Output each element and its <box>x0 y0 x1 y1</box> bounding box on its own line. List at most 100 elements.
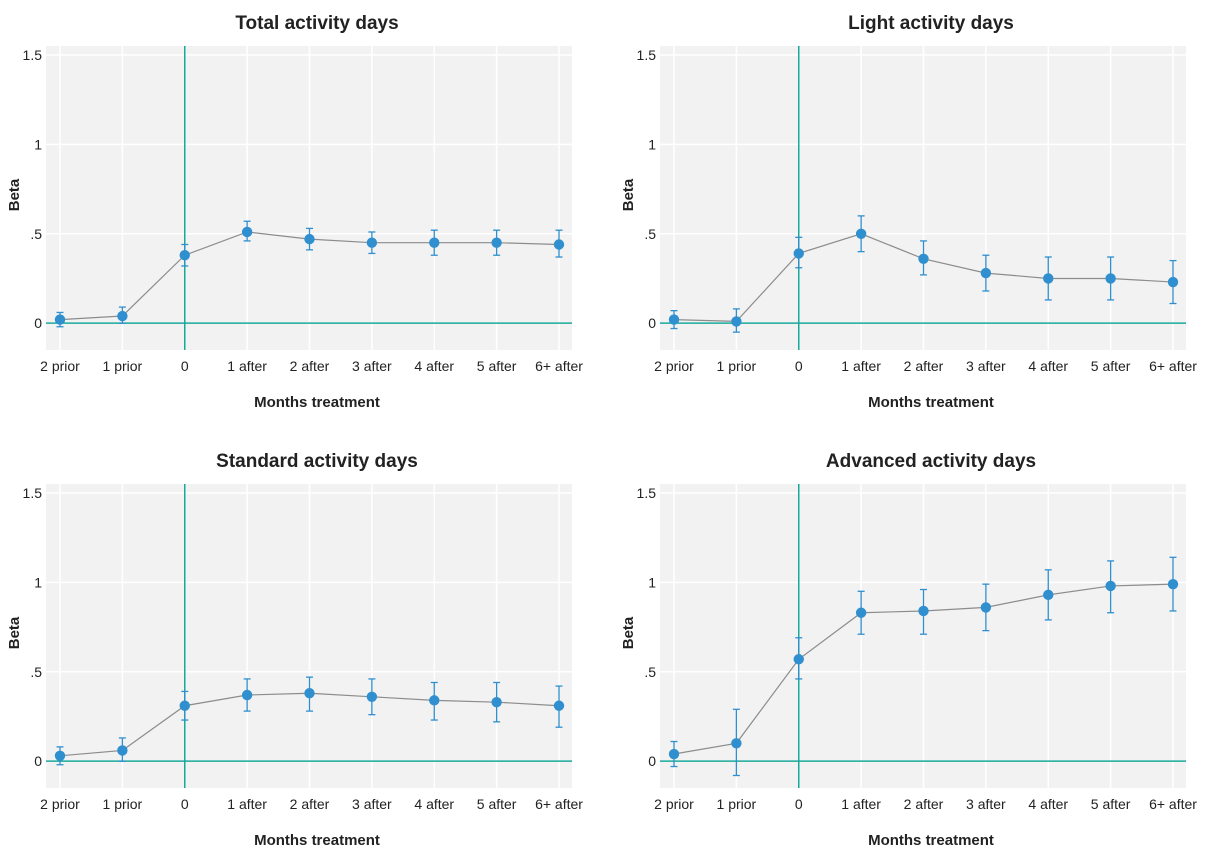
x-axis-label: Months treatment <box>254 832 380 849</box>
y-tick-label: 0 <box>648 315 656 331</box>
y-tick-label: 0 <box>648 753 656 769</box>
y-tick-label: 1 <box>34 574 42 590</box>
x-axis-label: Months treatment <box>868 394 994 411</box>
y-tick-label: 1.5 <box>23 47 43 63</box>
y-axis-label: Beta <box>6 178 23 211</box>
chart-title: Total activity days <box>235 13 398 34</box>
x-tick-label: 2 prior <box>40 796 80 812</box>
x-tick-label: 6+ after <box>535 796 583 812</box>
data-point <box>793 248 804 259</box>
x-tick-label: 4 after <box>414 796 454 812</box>
x-axis-label: Months treatment <box>254 394 380 411</box>
data-point <box>117 745 128 756</box>
data-point <box>1105 273 1116 284</box>
data-point <box>366 237 378 248</box>
x-tick-label: 2 after <box>290 358 330 374</box>
x-tick-label: 1 prior <box>103 358 143 374</box>
data-point <box>1043 589 1054 601</box>
data-point <box>304 233 315 245</box>
x-tick-label: 0 <box>795 358 803 374</box>
data-point <box>793 654 804 665</box>
y-tick-label: 1.5 <box>637 47 657 63</box>
chart-title: Standard activity days <box>216 451 418 472</box>
data-point <box>918 605 929 617</box>
data-point <box>429 237 440 248</box>
y-axis-label: Beta <box>620 616 637 649</box>
x-tick-label: 1 prior <box>103 796 143 812</box>
data-point <box>980 602 992 613</box>
y-tick-label: 0 <box>34 315 42 331</box>
data-point <box>1167 578 1179 590</box>
chart-svg: Total activity days 0 .5 1 1.5 2 prior 1 prior… <box>6 13 583 411</box>
data-point <box>731 738 742 749</box>
x-tick-label: 1 after <box>841 358 881 374</box>
data-point <box>491 237 502 248</box>
data-point <box>668 314 680 325</box>
data-point <box>179 700 190 711</box>
x-tick-label: 2 after <box>290 796 330 812</box>
x-tick-label: 1 prior <box>717 358 757 374</box>
x-tick-label: 1 after <box>227 796 267 812</box>
x-tick-label: 5 after <box>1091 358 1131 374</box>
data-point <box>179 250 190 261</box>
data-point <box>553 239 565 250</box>
x-tick-label: 6+ after <box>535 358 583 374</box>
y-tick-label: .5 <box>644 226 656 242</box>
x-tick-label: 1 after <box>841 796 881 812</box>
chart-title: Advanced activity days <box>826 451 1036 472</box>
x-tick-label: 0 <box>181 796 189 812</box>
data-point <box>241 226 253 238</box>
y-tick-label: 1 <box>648 136 656 152</box>
data-point <box>491 696 502 708</box>
x-tick-label: 1 after <box>227 358 267 374</box>
x-tick-label: 5 after <box>1091 796 1131 812</box>
y-tick-label: 1 <box>34 136 42 152</box>
y-axis-label: Beta <box>6 616 23 649</box>
x-tick-label: 2 prior <box>654 796 694 812</box>
x-tick-label: 6+ after <box>1149 796 1197 812</box>
x-tick-label: 3 after <box>352 796 392 812</box>
y-tick-label: 1.5 <box>637 485 657 501</box>
y-axis-label: Beta <box>620 178 637 211</box>
panel-total-activity: Total activity days 0 .5 1 1.5 2 prior 1 prior… <box>0 0 606 425</box>
data-point <box>241 689 253 701</box>
data-point <box>855 228 867 239</box>
x-tick-label: 2 after <box>904 796 944 812</box>
data-point <box>668 748 680 760</box>
panel-standard-activity: Standard activity days 0 .5 1 1.5 2 prior 1 pr… <box>0 438 606 863</box>
x-tick-label: 2 prior <box>654 358 694 374</box>
x-tick-label: 3 after <box>966 796 1006 812</box>
chart-title: Light activity days <box>848 13 1014 34</box>
x-tick-label: 2 prior <box>40 358 80 374</box>
x-tick-label: 0 <box>795 796 803 812</box>
x-tick-label: 0 <box>181 358 189 374</box>
y-tick-label: .5 <box>644 664 656 680</box>
data-point <box>918 253 929 264</box>
y-tick-label: 1 <box>648 574 656 590</box>
x-tick-label: 6+ after <box>1149 358 1197 374</box>
data-point <box>731 316 742 327</box>
x-tick-label: 2 after <box>904 358 944 374</box>
data-point <box>1105 580 1116 592</box>
x-axis-label: Months treatment <box>868 832 994 849</box>
chart-svg: Advanced activity days 0 .5 1 1.5 2 prior 1 pr… <box>620 451 1197 849</box>
chart-svg: Light activity days 0 .5 1 1.5 2 prior 1 prior… <box>620 13 1197 411</box>
y-tick-label: .5 <box>30 226 42 242</box>
data-point <box>366 691 378 702</box>
data-point <box>117 310 128 322</box>
x-tick-label: 4 after <box>1028 358 1068 374</box>
chart-svg: Standard activity days 0 .5 1 1.5 2 prior 1 pr… <box>6 451 583 849</box>
y-tick-label: 1.5 <box>23 485 43 501</box>
x-tick-label: 4 after <box>1028 796 1068 812</box>
data-point <box>980 267 992 279</box>
data-point <box>855 607 867 618</box>
y-tick-label: 0 <box>34 753 42 769</box>
x-tick-label: 3 after <box>966 358 1006 374</box>
data-point <box>553 700 565 711</box>
x-tick-label: 1 prior <box>717 796 757 812</box>
y-tick-label: .5 <box>30 664 42 680</box>
data-point <box>304 688 315 699</box>
data-point <box>429 695 440 706</box>
x-tick-label: 3 after <box>352 358 392 374</box>
